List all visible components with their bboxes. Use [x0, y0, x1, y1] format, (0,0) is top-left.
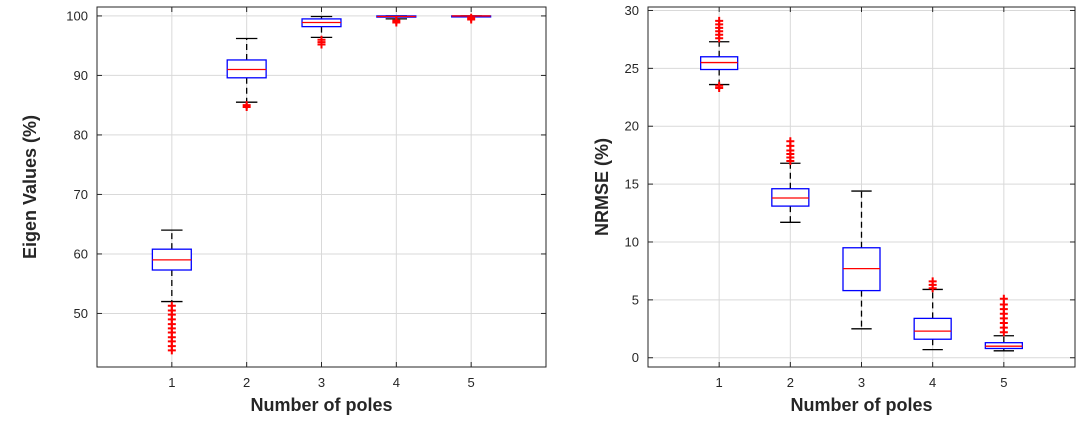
y-tick-label: 0 — [632, 350, 639, 365]
x-tick-label: 3 — [318, 375, 325, 390]
y-tick-label: 5 — [632, 292, 639, 307]
box-3 — [301, 15, 342, 49]
y-tick-label: 70 — [74, 187, 88, 202]
x-axis-label: Number of poles — [250, 395, 392, 415]
box-1 — [700, 16, 739, 93]
y-tick-label: 90 — [74, 68, 88, 83]
outlier-marker — [928, 277, 937, 286]
y-tick-label: 100 — [66, 8, 88, 23]
y-tick-label: 20 — [625, 119, 639, 134]
x-axis-label: Number of poles — [790, 395, 932, 415]
y-axis-label: Eigen Values (%) — [20, 115, 40, 259]
box-4 — [913, 277, 952, 351]
outlier-marker — [317, 35, 326, 44]
box-5 — [984, 294, 1023, 352]
y-tick-label: 25 — [625, 61, 639, 76]
outlier-marker — [786, 137, 795, 146]
box-2 — [226, 37, 267, 111]
box-5 — [451, 13, 492, 24]
y-tick-label: 60 — [74, 246, 88, 261]
y-tick-label: 15 — [625, 177, 639, 192]
outlier-marker — [715, 16, 724, 25]
box-2 — [771, 137, 810, 223]
chart-panel-1: 50 60 70 80 90 100 1 2 3 4 5 Number of poles Eigen V… — [20, 6, 547, 415]
outlier-marker — [467, 13, 476, 22]
y-axis-label: NRMSE (%) — [592, 138, 612, 236]
x-tick-label: 4 — [929, 375, 936, 390]
box-4 — [376, 15, 417, 27]
x-tick-label: 2 — [243, 375, 250, 390]
outlier-marker — [392, 16, 401, 25]
y-tick-label: 80 — [74, 127, 88, 142]
box-1 — [151, 229, 192, 355]
outlier-marker — [999, 294, 1008, 303]
chart-panel-2: 0 5 10 15 20 25 30 1 2 3 4 5 Number of poles NRMSE (%… — [592, 3, 1076, 415]
outlier-marker — [167, 301, 176, 310]
x-tick-label: 5 — [1000, 375, 1007, 390]
x-tick-label: 3 — [858, 375, 865, 390]
x-tick-label: 5 — [468, 375, 475, 390]
box-3 — [842, 190, 881, 330]
x-tick-label: 2 — [787, 375, 794, 390]
y-tick-label: 10 — [625, 234, 639, 249]
x-tick-label: 1 — [168, 375, 175, 390]
y-tick-label: 30 — [625, 3, 639, 18]
x-tick-label: 1 — [716, 375, 723, 390]
y-tick-label: 50 — [74, 306, 88, 321]
x-tick-label: 4 — [393, 375, 400, 390]
box-iqr — [913, 317, 952, 340]
outlier-marker — [242, 101, 251, 110]
outlier-marker — [715, 81, 724, 90]
